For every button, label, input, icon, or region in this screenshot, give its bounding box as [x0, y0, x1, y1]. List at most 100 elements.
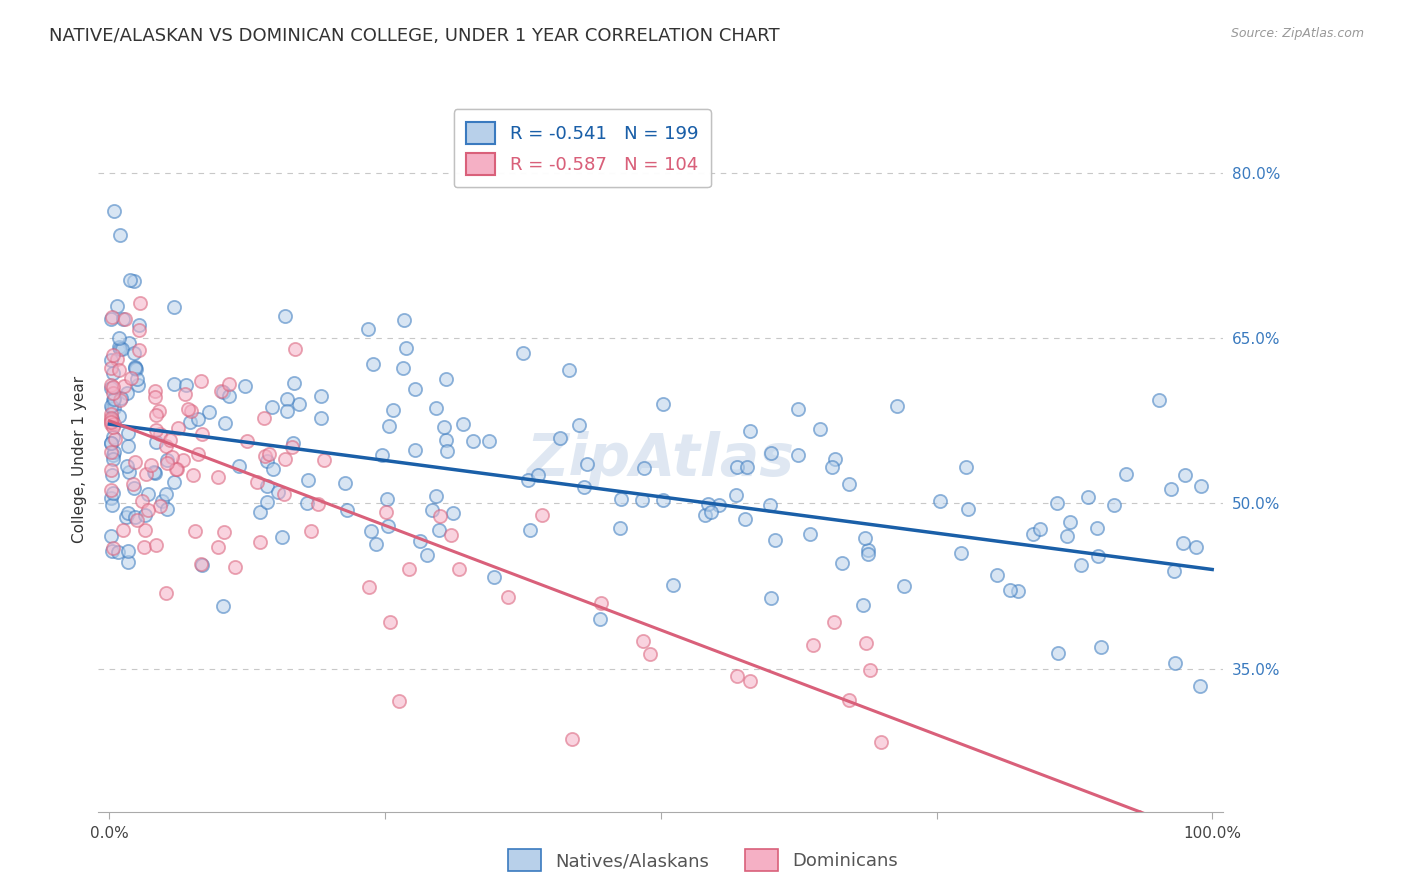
- Point: [207, 470, 229, 484]
- Point: [633, 460, 655, 475]
- Point: [955, 460, 977, 475]
- Point: [1184, 540, 1206, 554]
- Point: [1056, 529, 1078, 543]
- Point: [725, 460, 748, 475]
- Point: [856, 542, 879, 557]
- Point: [174, 378, 197, 392]
- Point: [100, 445, 122, 459]
- Point: [183, 467, 205, 482]
- Point: [1007, 584, 1029, 599]
- Point: [120, 371, 142, 385]
- Point: [725, 487, 748, 501]
- Legend: R = -0.541   N = 199, R = -0.587   N = 104: R = -0.541 N = 199, R = -0.587 N = 104: [454, 109, 710, 187]
- Point: [527, 467, 550, 482]
- Point: [336, 502, 359, 516]
- Point: [134, 508, 156, 522]
- Point: [375, 505, 398, 519]
- Point: [162, 450, 184, 464]
- Point: [198, 405, 221, 419]
- Point: [100, 416, 122, 430]
- Point: [246, 475, 269, 489]
- Point: [361, 357, 384, 371]
- Point: [262, 401, 284, 415]
- Point: [259, 447, 281, 461]
- Point: [422, 503, 444, 517]
- Point: [838, 693, 860, 707]
- Point: [100, 353, 122, 368]
- Point: [103, 452, 125, 467]
- Point: [436, 444, 458, 458]
- Point: [145, 538, 167, 552]
- Point: [218, 377, 240, 392]
- Point: [145, 423, 167, 437]
- Point: [572, 481, 595, 495]
- Point: [128, 343, 150, 357]
- Point: [957, 502, 980, 516]
- Point: [155, 586, 177, 600]
- Point: [107, 545, 129, 559]
- Point: [591, 596, 613, 610]
- Point: [652, 493, 675, 508]
- Point: [110, 343, 132, 357]
- Point: [986, 568, 1008, 582]
- Point: [429, 509, 451, 524]
- Point: [276, 404, 298, 418]
- Point: [174, 386, 197, 401]
- Point: [1046, 496, 1069, 510]
- Point: [101, 541, 124, 555]
- Point: [159, 433, 181, 447]
- Point: [103, 417, 125, 432]
- Point: [392, 361, 415, 376]
- Point: [228, 458, 250, 473]
- Point: [108, 227, 131, 242]
- Point: [482, 570, 505, 584]
- Point: [128, 323, 150, 337]
- Point: [335, 476, 357, 491]
- Point: [124, 455, 146, 469]
- Point: [236, 434, 259, 448]
- Point: [441, 506, 464, 520]
- Point: [311, 389, 333, 403]
- Point: [127, 513, 149, 527]
- Point: [610, 491, 633, 506]
- Point: [107, 352, 129, 367]
- Point: [212, 384, 235, 399]
- Point: [114, 509, 136, 524]
- Point: [166, 461, 188, 475]
- Point: [214, 417, 236, 431]
- Point: [100, 377, 122, 392]
- Point: [801, 638, 824, 652]
- Point: [852, 598, 875, 612]
- Point: [108, 342, 131, 356]
- Point: [404, 382, 426, 396]
- Point: [1085, 521, 1108, 535]
- Point: [425, 401, 447, 416]
- Point: [1077, 491, 1099, 505]
- Point: [100, 361, 122, 376]
- Point: [112, 378, 135, 392]
- Point: [124, 362, 146, 376]
- Point: [297, 473, 319, 487]
- Point: [512, 346, 534, 360]
- Point: [122, 274, 145, 288]
- Point: [276, 392, 298, 406]
- Point: [1070, 558, 1092, 573]
- Point: [107, 299, 129, 313]
- Text: Source: ZipAtlas.com: Source: ZipAtlas.com: [1230, 27, 1364, 40]
- Point: [831, 556, 853, 570]
- Point: [375, 492, 398, 507]
- Point: [156, 456, 179, 470]
- Text: ZipAtlas: ZipAtlas: [527, 431, 794, 488]
- Point: [740, 424, 762, 438]
- Point: [364, 536, 387, 550]
- Point: [115, 458, 138, 473]
- Point: [1046, 646, 1069, 660]
- Point: [100, 399, 122, 413]
- Point: [129, 296, 152, 310]
- Point: [893, 579, 915, 593]
- Point: [100, 483, 122, 497]
- Point: [568, 418, 591, 433]
- Point: [434, 372, 457, 386]
- Text: NATIVE/ALASKAN VS DOMINICAN COLLEGE, UNDER 1 YEAR CORRELATION CHART: NATIVE/ALASKAN VS DOMINICAN COLLEGE, UND…: [49, 27, 780, 45]
- Point: [409, 534, 432, 549]
